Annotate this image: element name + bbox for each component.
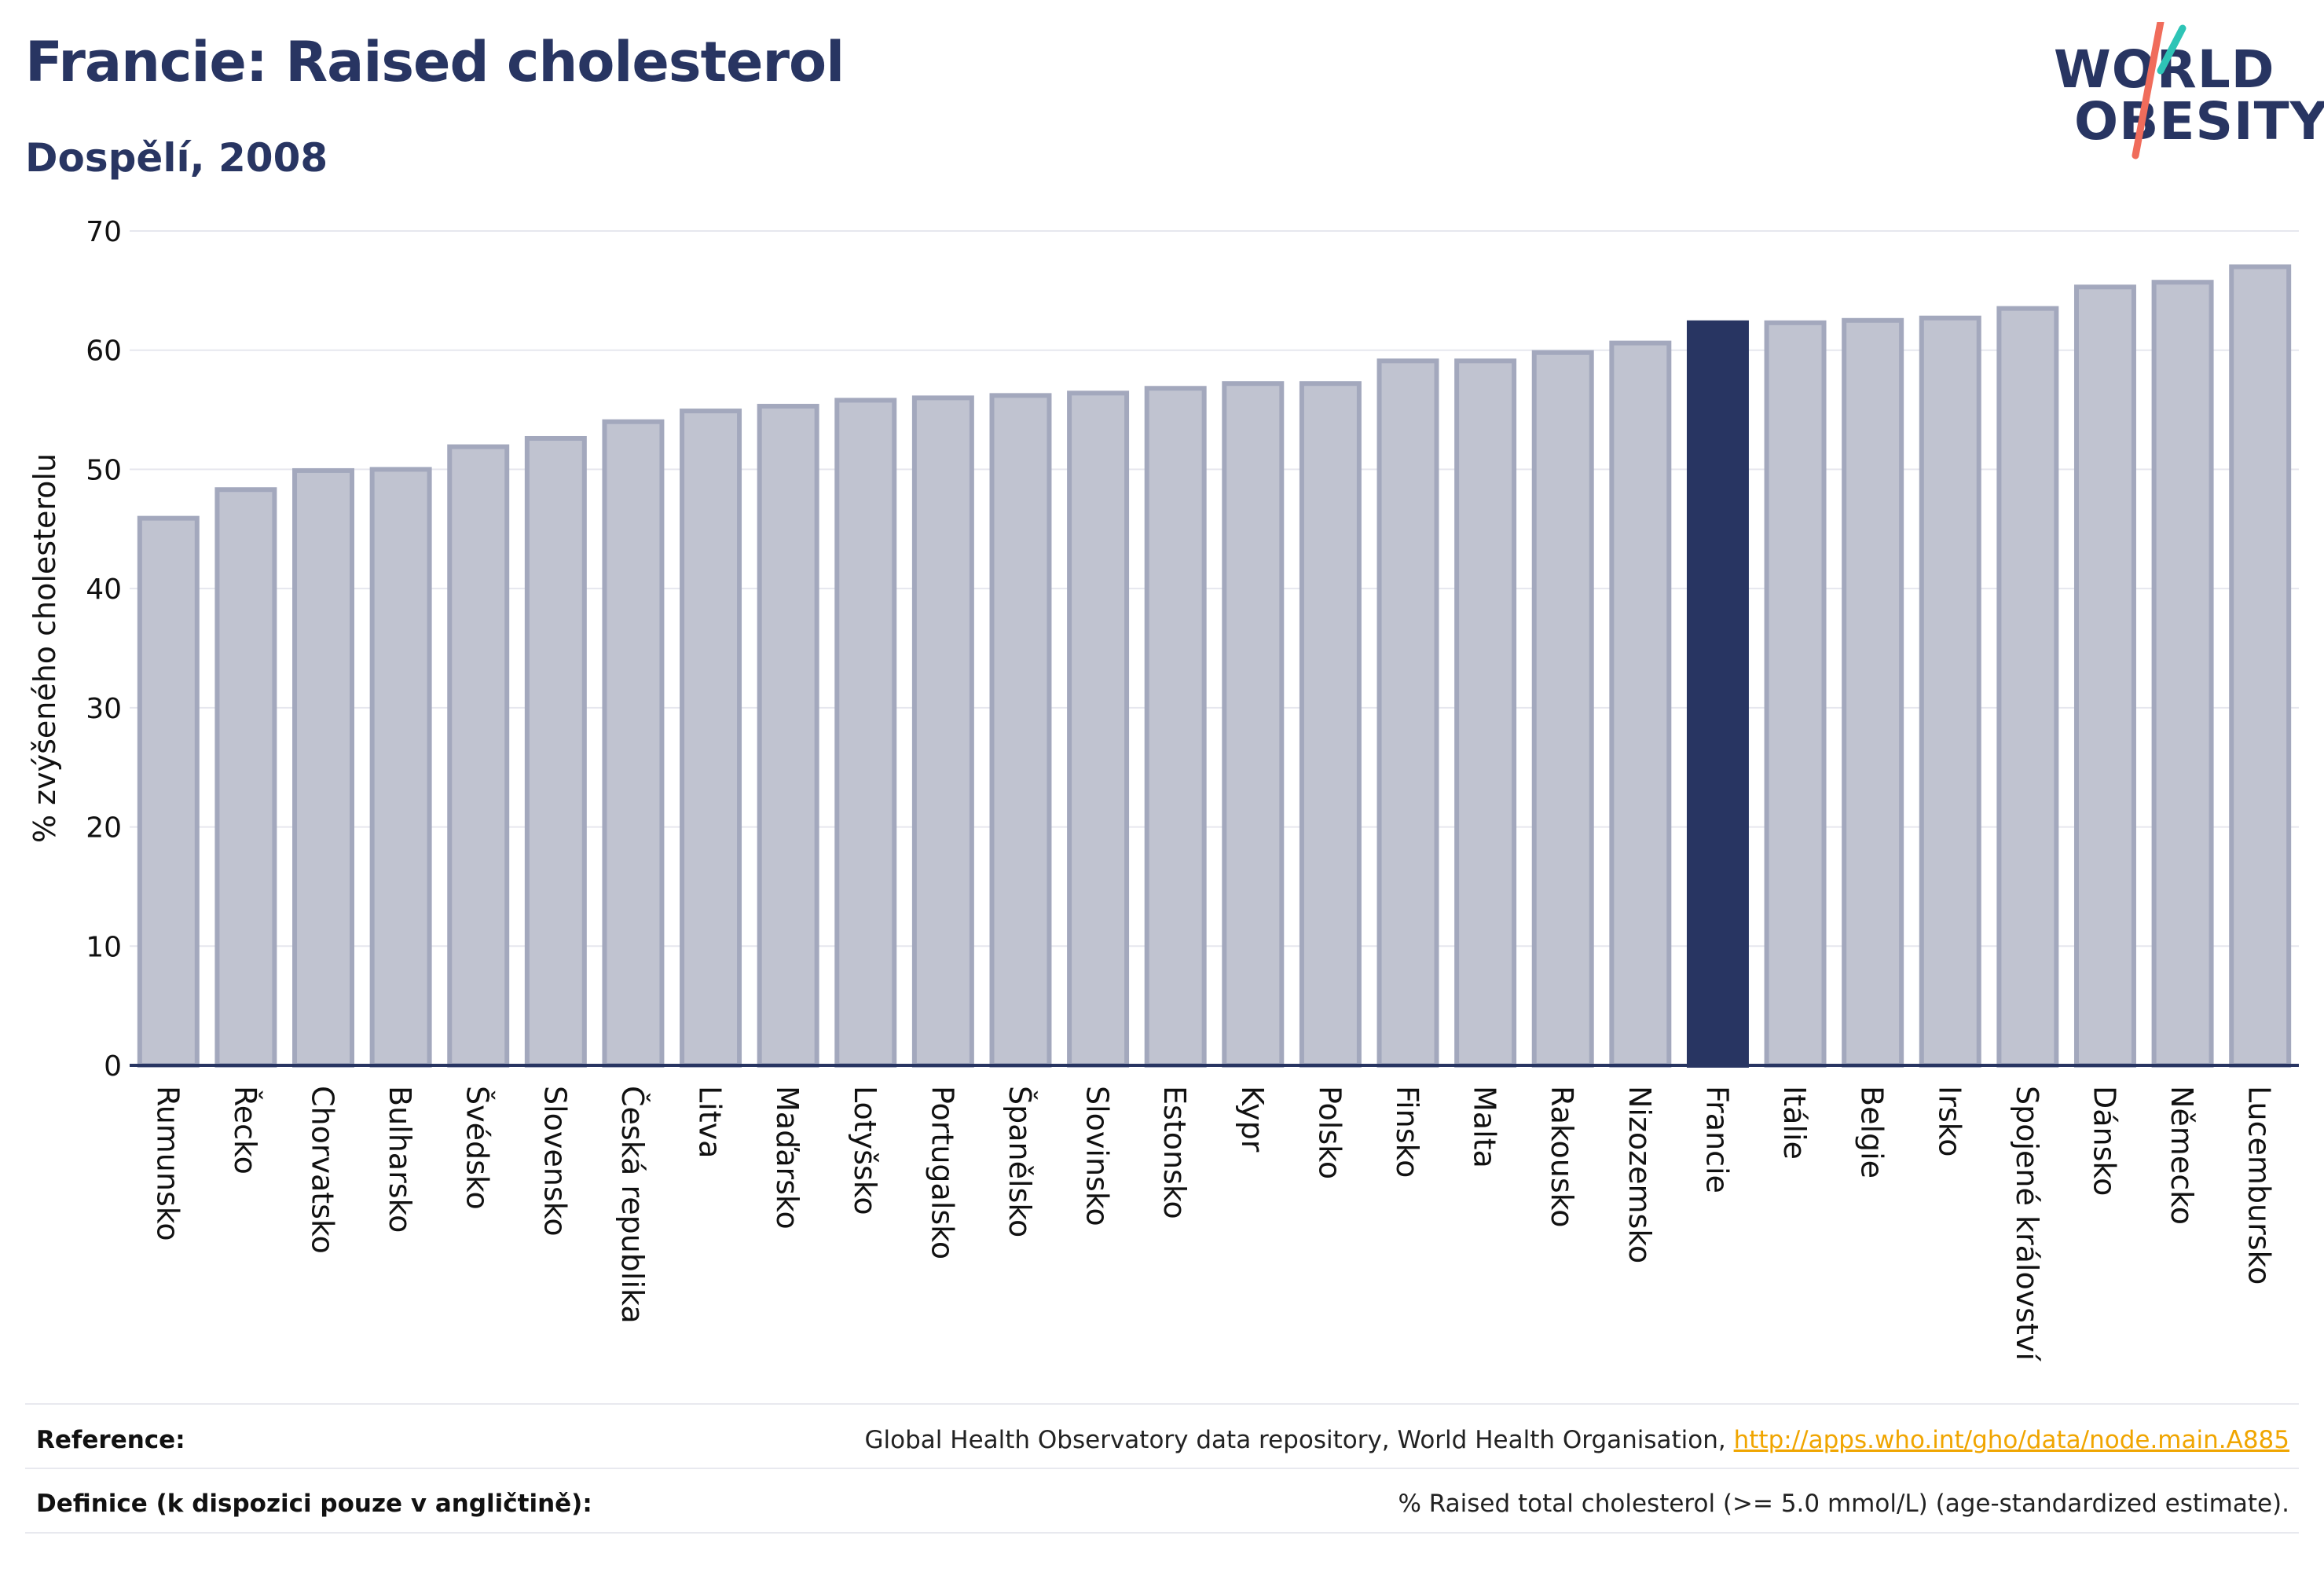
x-tick-label: Kypr bbox=[1235, 1086, 1270, 1153]
footer-divider-top bbox=[25, 1403, 2299, 1405]
x-tick-label: Slovensko bbox=[537, 1086, 572, 1237]
bar bbox=[2151, 280, 2214, 1068]
bar bbox=[1919, 315, 1981, 1068]
x-tick-label: Rumunsko bbox=[150, 1086, 185, 1241]
bar bbox=[1454, 358, 1517, 1068]
bar bbox=[524, 435, 587, 1068]
y-tick-label: 70 bbox=[86, 216, 122, 248]
bar bbox=[369, 467, 432, 1068]
x-tick-label: Řecko bbox=[228, 1086, 262, 1175]
bar bbox=[1842, 317, 1904, 1068]
reference-text: Global Health Observatory data repositor… bbox=[864, 1426, 1734, 1454]
bar bbox=[1222, 381, 1285, 1068]
x-tick-label: Portugalsko bbox=[925, 1086, 959, 1259]
x-tick-label: Lucembursko bbox=[2242, 1086, 2277, 1285]
x-tick-label: Česká republika bbox=[615, 1086, 650, 1324]
bar bbox=[292, 467, 355, 1068]
bar bbox=[834, 398, 897, 1068]
bar bbox=[137, 515, 200, 1068]
x-tick-label: Slovinsko bbox=[1080, 1086, 1115, 1226]
x-tick-label: Švédsko bbox=[460, 1086, 495, 1210]
reference-link[interactable]: http://apps.who.int/gho/data/node.main.A… bbox=[1733, 1426, 2289, 1454]
bar bbox=[2229, 264, 2292, 1068]
x-tick-label: Belgie bbox=[1855, 1086, 1890, 1178]
x-tick-label: Spojené království bbox=[2010, 1086, 2044, 1362]
bar bbox=[1531, 350, 1594, 1068]
reference-value: Global Health Observatory data repositor… bbox=[865, 1426, 2289, 1454]
bar bbox=[989, 393, 1052, 1068]
bar bbox=[911, 395, 974, 1068]
bar bbox=[1609, 340, 1672, 1068]
y-tick-label: 10 bbox=[86, 931, 122, 963]
x-tick-label: Rakousko bbox=[1545, 1086, 1579, 1228]
x-tick-label: Estonsko bbox=[1157, 1086, 1192, 1219]
x-tick-label: Španělsko bbox=[1003, 1086, 1037, 1237]
definition-label: Definice (k dispozici pouze v angličtině… bbox=[36, 1490, 592, 1518]
x-tick-label: Francie bbox=[1699, 1086, 1734, 1193]
bar bbox=[680, 409, 742, 1068]
x-tick-label: Irsko bbox=[1932, 1086, 1967, 1157]
y-tick-label: 50 bbox=[86, 454, 122, 486]
logo-slash-coral bbox=[2132, 22, 2165, 159]
bar bbox=[214, 487, 277, 1068]
y-tick-label: 20 bbox=[86, 812, 122, 845]
x-tick-label: Itálie bbox=[1777, 1086, 1812, 1160]
world-obesity-logo[interactable]: WORLD OBESITY bbox=[2043, 22, 2324, 163]
logo-word-obesity: OBESITY bbox=[2074, 91, 2324, 152]
x-tick-label: Lotyšsko bbox=[848, 1086, 882, 1215]
bar bbox=[1067, 390, 1130, 1068]
x-tick-label: Bulharsko bbox=[383, 1086, 417, 1233]
y-tick-label: 40 bbox=[86, 574, 122, 606]
y-tick-label: 60 bbox=[86, 335, 122, 368]
footer-divider-middle bbox=[25, 1468, 2299, 1469]
x-tick-label: Dánsko bbox=[2087, 1086, 2121, 1196]
logo-slash-icon bbox=[2132, 22, 2187, 159]
reference-label: Reference: bbox=[36, 1426, 185, 1454]
bar bbox=[1299, 381, 1362, 1068]
bar bbox=[757, 404, 819, 1068]
bar bbox=[602, 419, 665, 1068]
x-tick-label: Finsko bbox=[1390, 1086, 1424, 1178]
x-tick-label: Nizozemsko bbox=[1622, 1086, 1657, 1263]
x-tick-label: Maďarsko bbox=[770, 1086, 805, 1230]
y-tick-label: 0 bbox=[104, 1050, 122, 1083]
x-tick-label: Polsko bbox=[1312, 1086, 1347, 1179]
bar bbox=[1376, 358, 1439, 1068]
logo-slash-teal bbox=[2157, 24, 2187, 75]
bar bbox=[1144, 386, 1207, 1068]
definition-text: % Raised total cholesterol (>= 5.0 mmol/… bbox=[1398, 1490, 2289, 1518]
bar-chart: 0 10 20 30 40 50 60 70 Rumunsko Řecko Chorvatsko Bu… bbox=[27, 216, 2299, 1362]
bar bbox=[2073, 284, 2136, 1068]
bar bbox=[1764, 320, 1827, 1068]
y-tick-label: 30 bbox=[86, 693, 122, 725]
x-tick-label: Litva bbox=[693, 1086, 728, 1158]
chart-title: Francie: Raised cholesterol bbox=[25, 30, 845, 94]
bar bbox=[447, 444, 510, 1068]
x-tick-label: Chorvatsko bbox=[306, 1086, 340, 1254]
chart-subtitle: Dospělí, 2008 bbox=[25, 135, 328, 181]
x-tick-label: Malta bbox=[1468, 1086, 1502, 1168]
bar bbox=[1996, 306, 2059, 1068]
x-tick-label: Německo bbox=[2165, 1086, 2199, 1225]
footer-divider-bottom bbox=[25, 1532, 2299, 1534]
y-axis-title: % zvýšeného cholesterolu bbox=[27, 453, 62, 843]
axes: 0 10 20 30 40 50 60 70 Rumunsko Řecko Chorvatsko Bu… bbox=[86, 216, 2299, 1362]
bar bbox=[1686, 320, 1749, 1068]
